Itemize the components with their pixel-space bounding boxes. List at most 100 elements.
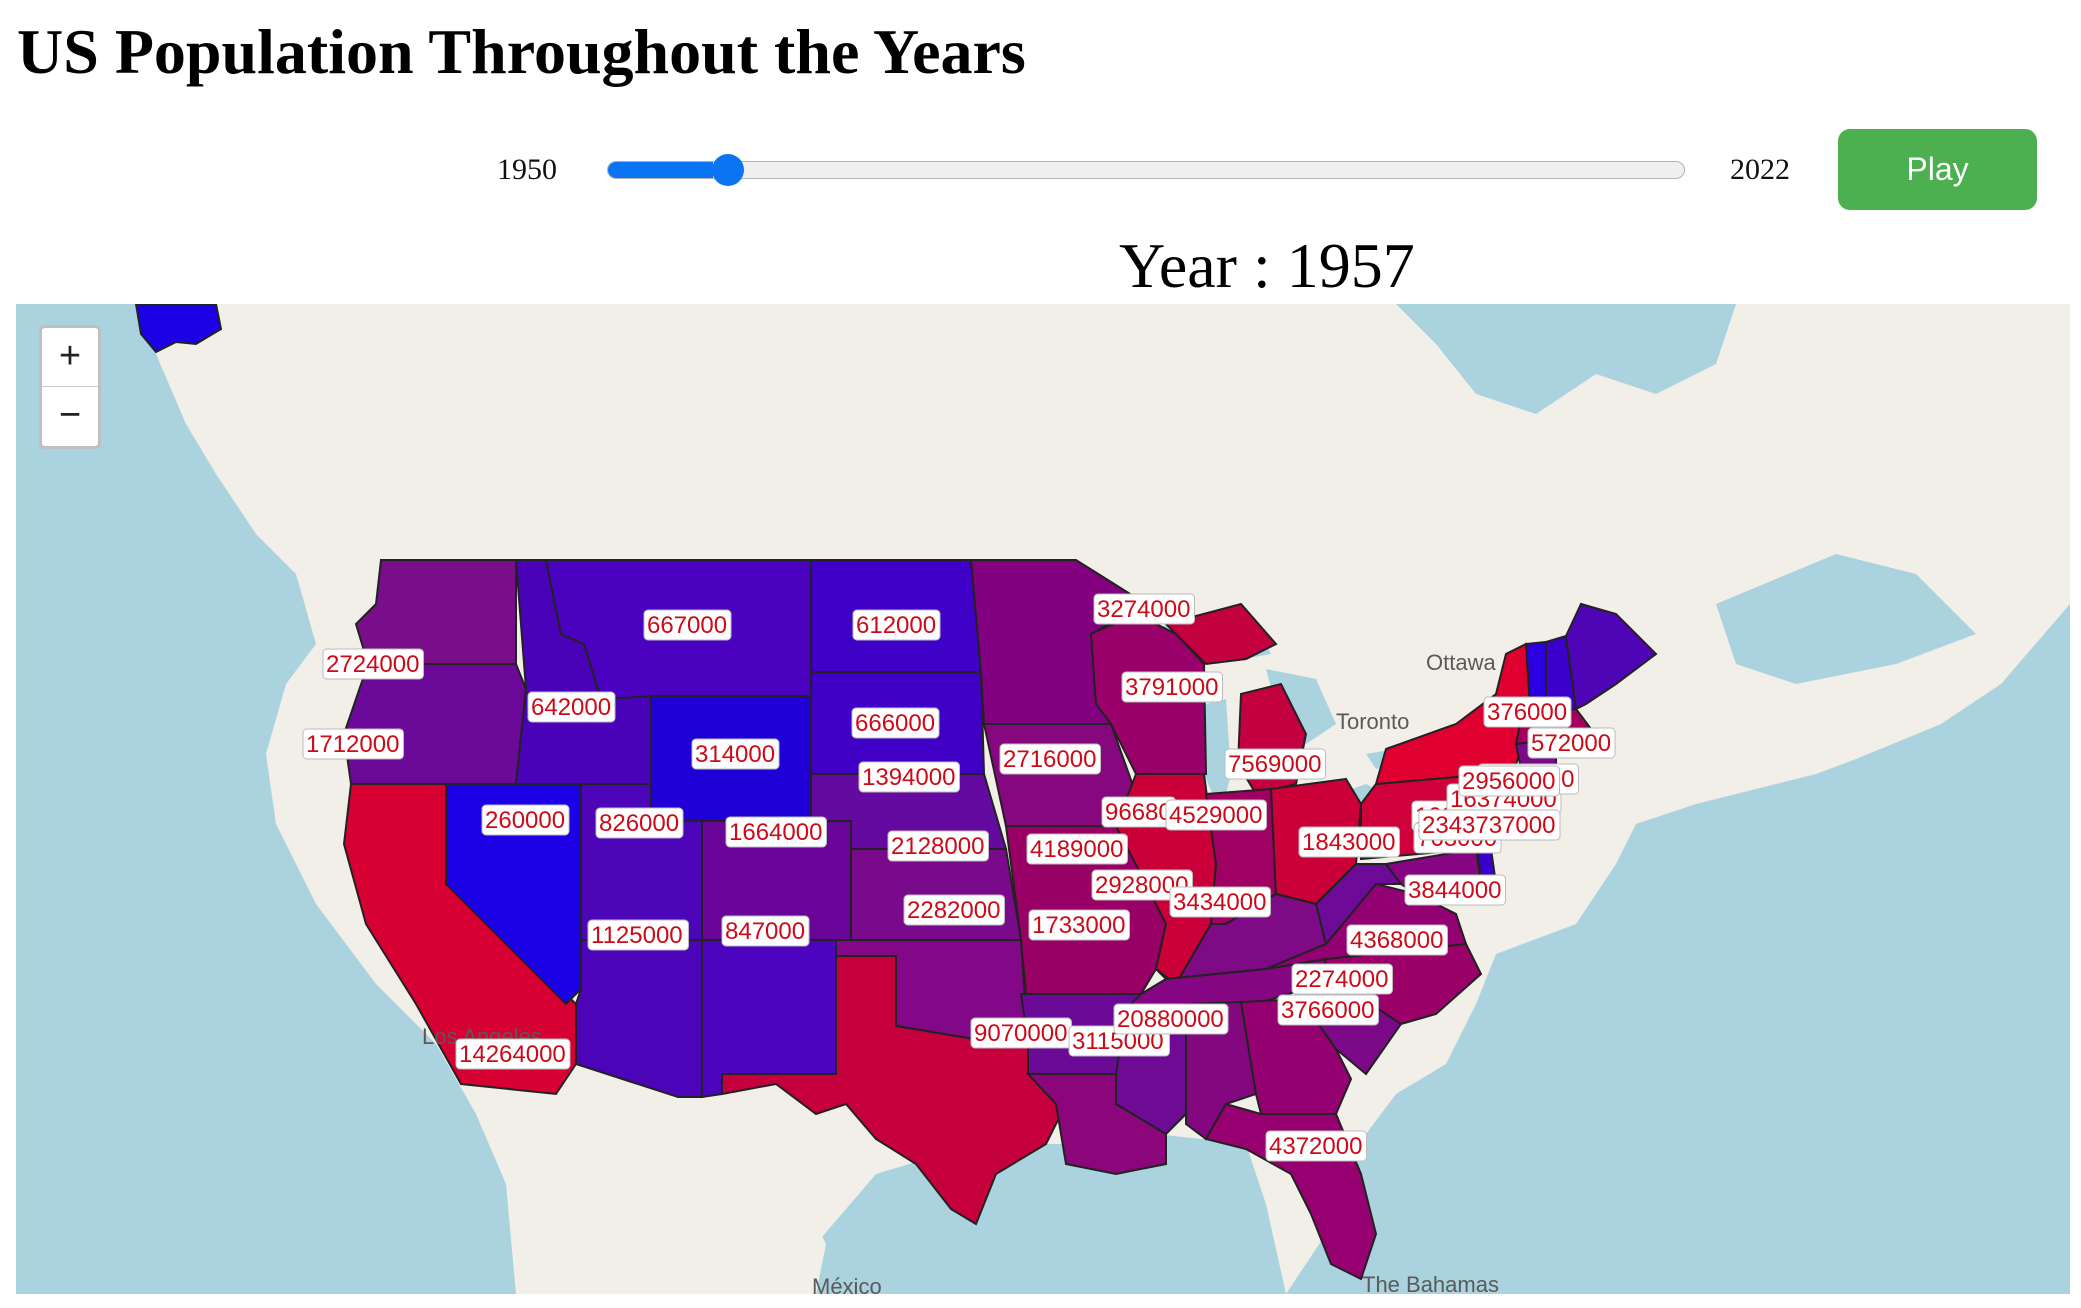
hudson-bay-water xyxy=(1396,304,1736,414)
population-marker-label: 4189000 xyxy=(1030,836,1123,863)
state-OR[interactable] xyxy=(342,663,528,785)
population-marker[interactable]: 3766000 xyxy=(1277,994,1379,1026)
population-marker-box xyxy=(1165,799,1267,831)
population-marker[interactable]: 9070000 xyxy=(970,1017,1072,1049)
year-slider-track[interactable] xyxy=(607,161,1685,179)
population-marker-label: 2282000 xyxy=(907,897,1000,924)
population-marker[interactable]: 1125000 xyxy=(587,919,689,951)
state-ME[interactable] xyxy=(1564,602,1658,711)
population-marker[interactable]: 376000 xyxy=(1483,696,1572,728)
population-marker[interactable]: 642000 xyxy=(527,691,616,723)
population-marker[interactable]: 314000 xyxy=(691,738,780,770)
population-marker[interactable]: 1664000 xyxy=(725,816,827,848)
population-marker[interactable]: 1843000 xyxy=(1298,826,1400,858)
population-marker-box xyxy=(1418,809,1561,841)
play-button[interactable]: Play xyxy=(1838,129,2037,210)
population-marker-box xyxy=(643,609,732,641)
population-marker[interactable]: 666000 xyxy=(851,707,940,739)
population-marker[interactable]: 1733000 xyxy=(1028,909,1130,941)
state-WA[interactable] xyxy=(354,559,517,665)
population-marker[interactable]: 2274000 xyxy=(1291,963,1393,995)
population-marker[interactable]: 260000 xyxy=(481,804,570,836)
slider-min-label: 1950 xyxy=(497,153,557,186)
state-AK[interactable] xyxy=(134,304,223,354)
population-marker-box xyxy=(1346,924,1448,956)
year-heading-prefix: Year : xyxy=(1119,230,1287,301)
population-marker-box xyxy=(1291,963,1393,995)
population-marker[interactable]: 14264000 xyxy=(455,1038,571,1070)
population-marker[interactable]: 612000 xyxy=(852,609,941,641)
population-marker-label: 4372000 xyxy=(1269,1133,1362,1160)
population-marker-label: 3766000 xyxy=(1281,997,1374,1024)
population-marker-box xyxy=(852,609,941,641)
population-marker-label: 667000 xyxy=(647,612,727,639)
population-marker[interactable]: 3274000 xyxy=(1093,593,1195,625)
mexico-land xyxy=(506,1064,826,1294)
population-marker-box xyxy=(527,691,616,723)
population-marker-box xyxy=(1091,869,1193,901)
population-marker-box xyxy=(903,894,1005,926)
population-marker-label: 3791000 xyxy=(1125,674,1218,701)
population-marker[interactable]: 3844000 xyxy=(1404,874,1506,906)
population-marker-box xyxy=(1224,748,1326,780)
population-marker-box xyxy=(587,919,689,951)
population-marker[interactable]: 4372000 xyxy=(1265,1130,1367,1162)
year-slider-fill xyxy=(608,162,713,178)
population-marker-label: 2343737000 xyxy=(1422,812,1555,839)
population-marker-box xyxy=(1113,1003,1229,1035)
zoom-out-button[interactable]: − xyxy=(42,387,98,446)
population-marker[interactable]: 847000 xyxy=(721,915,810,947)
population-marker-label: 376000 xyxy=(1487,699,1567,726)
population-marker-box xyxy=(1169,886,1271,918)
population-marker-label: 2274000 xyxy=(1295,966,1388,993)
map[interactable]: Ottawa Toronto Los Angeles México The Bahama… xyxy=(16,304,2070,1294)
population-marker[interactable]: 2956000 xyxy=(1458,765,1560,797)
pacific-coast-water xyxy=(16,304,516,1294)
slider-max-label: 2022 xyxy=(1730,153,1790,186)
population-marker[interactable]: 4529000 xyxy=(1165,799,1267,831)
population-marker[interactable]: 1394000 xyxy=(858,761,960,793)
population-marker-box xyxy=(1298,826,1400,858)
basemap-label: The Bahamas xyxy=(1362,1272,1499,1294)
population-marker-box xyxy=(999,743,1101,775)
basemap-label: Ottawa xyxy=(1426,650,1496,675)
population-marker[interactable]: 2282000 xyxy=(903,894,1005,926)
population-marker[interactable]: 4368000 xyxy=(1346,924,1448,956)
year-slider-thumb[interactable] xyxy=(711,154,744,186)
population-marker-label: 1733000 xyxy=(1032,912,1125,939)
population-marker[interactable]: 826000 xyxy=(595,807,684,839)
population-marker[interactable]: 572000 xyxy=(1527,727,1616,759)
population-marker[interactable]: 1712000 xyxy=(302,728,404,760)
population-marker[interactable]: 2128000 xyxy=(887,830,989,862)
population-marker-label: 14264000 xyxy=(459,1041,566,1068)
page-title: US Population Throughout the Years xyxy=(17,16,1026,87)
year-slider-row: 1950 2022 Play xyxy=(0,128,2081,212)
population-marker[interactable]: 3791000 xyxy=(1121,671,1223,703)
population-marker-box xyxy=(887,830,989,862)
population-marker-box xyxy=(1404,874,1506,906)
population-marker[interactable]: 20880000 xyxy=(1113,1003,1229,1035)
population-marker-label: 9070000 xyxy=(974,1020,1067,1047)
population-marker[interactable]: 96680 xyxy=(1101,796,1176,828)
population-marker-label: 3274000 xyxy=(1097,596,1190,623)
population-marker[interactable]: 2343737000 xyxy=(1418,809,1561,841)
population-marker-label: 1843000 xyxy=(1302,829,1395,856)
population-marker[interactable]: 2716000 xyxy=(999,743,1101,775)
population-marker-label: 1394000 xyxy=(862,764,955,791)
population-marker-box xyxy=(481,804,570,836)
population-marker-box xyxy=(302,728,404,760)
population-marker-box xyxy=(1265,1130,1367,1162)
population-marker[interactable]: 3434000 xyxy=(1169,886,1271,918)
population-marker-label: 3844000 xyxy=(1408,877,1501,904)
population-marker[interactable]: 667000 xyxy=(643,609,732,641)
population-marker-label: 96680 xyxy=(1105,799,1172,826)
state-NV[interactable] xyxy=(445,783,582,1006)
population-marker[interactable]: 2724000 xyxy=(322,648,424,680)
zoom-in-button[interactable]: + xyxy=(42,328,98,387)
population-marker-label: 847000 xyxy=(725,918,805,945)
population-marker-box xyxy=(1277,994,1379,1026)
population-marker[interactable]: 7569000 xyxy=(1224,748,1326,780)
population-marker-label: 260000 xyxy=(485,807,565,834)
population-marker[interactable]: 4189000 xyxy=(1026,833,1128,865)
